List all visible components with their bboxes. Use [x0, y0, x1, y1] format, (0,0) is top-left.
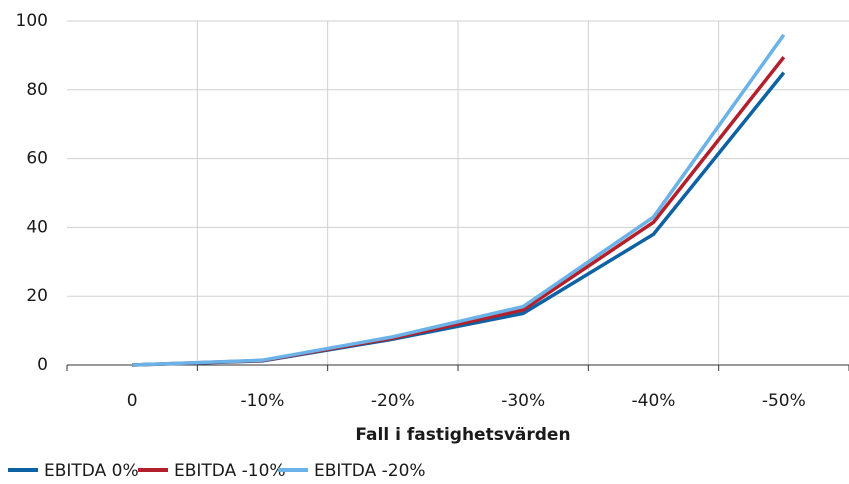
- x-tick-label: -40%: [632, 391, 676, 411]
- y-tick-label: 60: [26, 149, 48, 169]
- x-axis-label: Fall i fastighetsvärden: [355, 425, 570, 445]
- series-line: [132, 33, 786, 367]
- y-tick-label: 80: [26, 80, 48, 100]
- legend-label: EBITDA -10%: [174, 461, 286, 481]
- y-tick-label: 40: [26, 217, 48, 237]
- legend-label: EBITDA 0%: [44, 461, 139, 481]
- y-tick-label: 20: [26, 286, 48, 306]
- x-tick-label: -30%: [501, 391, 545, 411]
- x-tick-label: 0: [127, 391, 138, 411]
- legend-label: EBITDA -20%: [314, 461, 426, 481]
- x-tick-label: -20%: [371, 391, 415, 411]
- x-tick-label: -10%: [241, 391, 285, 411]
- y-tick-label: 0: [37, 355, 48, 375]
- x-tick-label: -50%: [762, 391, 806, 411]
- y-tick-label: 100: [16, 11, 48, 31]
